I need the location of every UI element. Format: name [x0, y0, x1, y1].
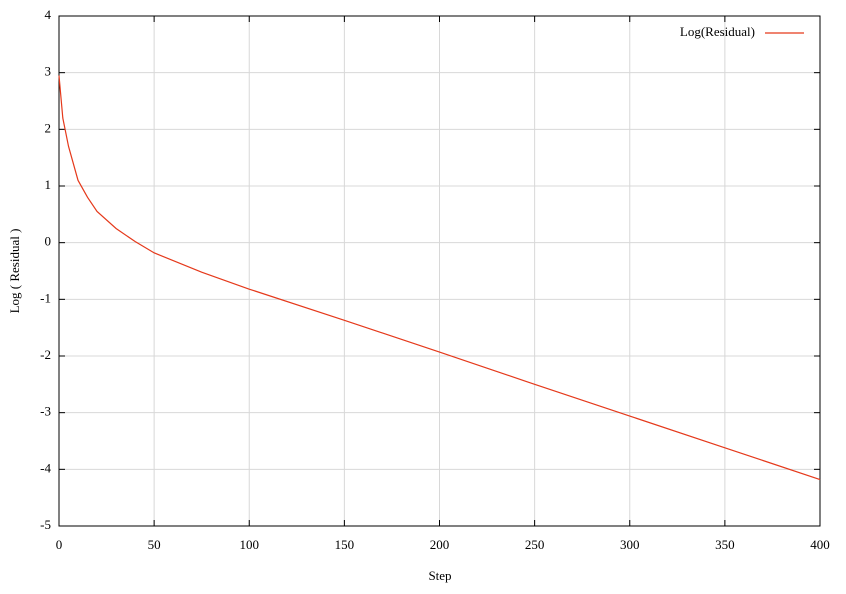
- legend-label: Log(Residual): [680, 24, 755, 39]
- x-tick-label: 250: [525, 537, 545, 552]
- y-tick-label: 4: [45, 7, 52, 22]
- x-tick-label: 150: [335, 537, 355, 552]
- y-tick-label: -2: [40, 347, 51, 362]
- data-line: [58, 75, 821, 481]
- y-tick-label: 3: [45, 64, 52, 79]
- x-tick-label: 50: [148, 537, 161, 552]
- y-tick-label: -4: [40, 460, 51, 475]
- x-tick-label: 350: [715, 537, 735, 552]
- x-axis-label: Step: [428, 568, 451, 583]
- y-tick-label: 2: [45, 120, 52, 135]
- x-tick-label: 200: [430, 537, 450, 552]
- y-axis-label: Log ( Residual ): [7, 229, 22, 314]
- y-tick-label: -3: [40, 404, 51, 419]
- x-tick-label: 100: [240, 537, 260, 552]
- y-tick-label: 1: [45, 177, 52, 192]
- x-tick-label: 300: [620, 537, 640, 552]
- y-tick-label: -1: [40, 290, 51, 305]
- y-tick-label: 0: [45, 234, 52, 249]
- x-tick-label: 400: [810, 537, 830, 552]
- y-tick-label: -5: [40, 517, 51, 532]
- plot-frame: [58, 15, 821, 527]
- x-tick-label: 0: [56, 537, 63, 552]
